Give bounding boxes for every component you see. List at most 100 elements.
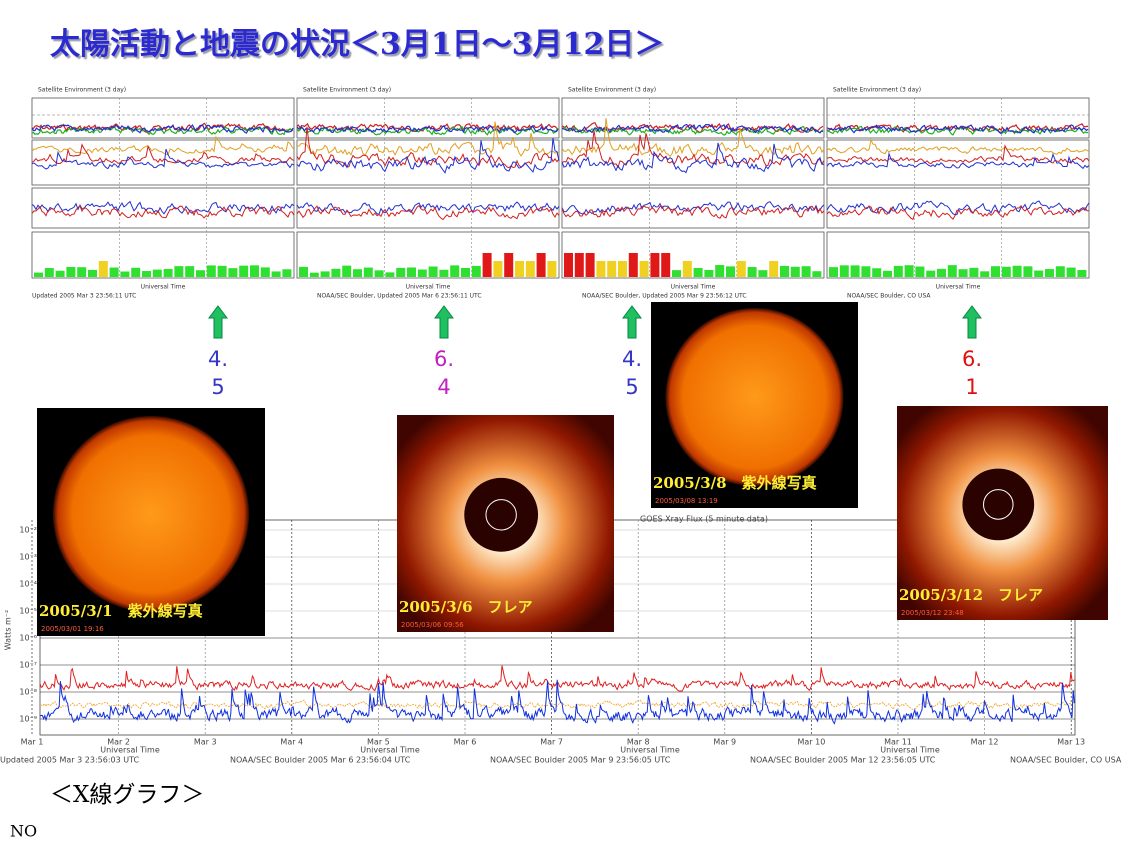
kp-bar <box>790 266 800 277</box>
kp-bar <box>758 270 768 277</box>
kp-bar <box>904 265 914 277</box>
kp-bar <box>342 265 352 277</box>
x-label: Mar 2 <box>107 738 130 747</box>
proton-trace <box>826 124 1089 135</box>
x-axis-title: Universal Time <box>620 746 680 755</box>
kp-bar <box>260 267 270 277</box>
kp-bar <box>206 265 216 277</box>
magnitude: 4. <box>208 347 228 371</box>
kp-bar <box>174 266 184 277</box>
kp-bar <box>493 261 503 277</box>
kp-bar <box>428 266 438 277</box>
image-timestamp: 2005/03/06 09:56 <box>401 621 464 629</box>
kp-bar <box>374 270 384 277</box>
panel-header: Satellite Environment (3 day) <box>303 87 391 94</box>
xray-axis-label: Watts m⁻² <box>4 610 13 651</box>
x-label: Mar 5 <box>367 738 390 747</box>
kp-bar <box>250 265 259 277</box>
magnitude: 4 <box>437 375 450 399</box>
panel-header: Satellite Environment (3 day) <box>833 87 921 94</box>
kp-bar <box>769 261 779 277</box>
kp-bar <box>736 261 746 277</box>
kp-bar <box>34 272 43 277</box>
kp-bar <box>482 253 492 277</box>
y-label: 10⁻⁶ <box>19 634 37 643</box>
magnitude: 6. <box>962 347 982 371</box>
occulter <box>962 468 1035 541</box>
kp-bar <box>829 267 838 277</box>
panel-frame <box>561 231 825 279</box>
proton-trace <box>296 124 559 134</box>
kp-bar <box>704 269 714 277</box>
electron-trace <box>296 137 560 174</box>
magnetometer-trace <box>296 204 560 221</box>
sun-disk <box>665 307 844 487</box>
panel-footer: Updated 2005 Mar 3 23:56:11 UTC <box>32 293 136 300</box>
x-label: Mar 12 <box>971 738 999 747</box>
panel-frame <box>31 97 295 139</box>
kp-bar <box>407 267 416 277</box>
panel-footer: NOAA/SEC Boulder, Updated 2005 Mar 6 23:… <box>317 293 482 300</box>
kp-bar <box>271 271 281 277</box>
kp-bar <box>547 261 557 277</box>
kp-bar <box>417 269 427 277</box>
x-label: Mar 8 <box>627 738 650 747</box>
x-axis-title: Universal Time <box>100 746 160 755</box>
kp-bar <box>628 253 638 277</box>
panel-frame <box>826 187 1090 229</box>
kp-bar <box>66 266 76 277</box>
panel-frame <box>561 97 825 139</box>
kp-bar <box>747 267 757 277</box>
kp-bar <box>1045 269 1054 277</box>
electron-trace <box>561 142 825 174</box>
panel-footer: NOAA/SEC Boulder, Updated 2005 Mar 9 23:… <box>582 293 747 300</box>
xray-long-2 <box>39 699 1076 711</box>
xray-footer: Updated 2005 Mar 3 23:56:03 UTC <box>0 756 140 765</box>
xray-short <box>39 679 1075 725</box>
kp-bar <box>131 267 141 277</box>
proton-trace <box>31 126 294 136</box>
kp-bar <box>969 267 979 277</box>
panel-frame <box>31 139 295 186</box>
panel-header: Satellite Environment (3 day) <box>38 87 126 94</box>
electron-trace <box>296 121 560 157</box>
kp-bar <box>980 271 990 277</box>
image-timestamp: 2005/03/08 13:19 <box>655 497 718 505</box>
kp-bar <box>196 270 205 277</box>
magnitude: 5 <box>625 375 638 399</box>
panel-frame <box>826 139 1090 186</box>
kp-bar <box>439 269 449 277</box>
kp-bar <box>152 269 162 277</box>
sun-disk <box>52 415 250 613</box>
xray-title: GOES Xray Flux (5 minute data) <box>640 515 768 524</box>
kp-bar <box>217 265 227 277</box>
magnitude: 1 <box>965 375 978 399</box>
kp-bar <box>726 266 735 277</box>
magnitude: 5 <box>211 375 224 399</box>
panel-header: Satellite Environment (3 day) <box>568 87 656 94</box>
kp-bar <box>1001 266 1011 277</box>
x-axis-title: Universal Time <box>880 746 940 755</box>
image-timestamp: 2005/03/01 19:16 <box>41 625 104 633</box>
kp-bar <box>618 261 627 277</box>
electron-trace <box>826 138 1090 155</box>
kp-bar <box>607 261 617 277</box>
kp-bar <box>564 253 573 277</box>
electron-trace <box>561 118 825 158</box>
kp-bar <box>661 253 671 277</box>
note: NO <box>10 822 37 841</box>
electron-trace <box>31 148 295 170</box>
x-label: Mar 1 <box>21 738 44 747</box>
panel-frame <box>296 187 560 229</box>
sun-ring <box>983 489 1014 520</box>
image-caption: 2005/3/1 紫外線写真 <box>39 602 203 620</box>
kp-bar <box>385 272 395 277</box>
kp-bar <box>88 269 97 277</box>
xray-footer: NOAA/SEC Boulder 2005 Mar 9 23:56:05 UTC <box>490 756 671 765</box>
xray-footer: NOAA/SEC Boulder 2005 Mar 6 23:56:04 UTC <box>230 756 411 765</box>
x-label: Mar 10 <box>797 738 825 747</box>
kp-bar <box>450 265 460 277</box>
panel-axis-title: Universal Time <box>406 284 451 291</box>
kp-bar <box>353 269 362 277</box>
